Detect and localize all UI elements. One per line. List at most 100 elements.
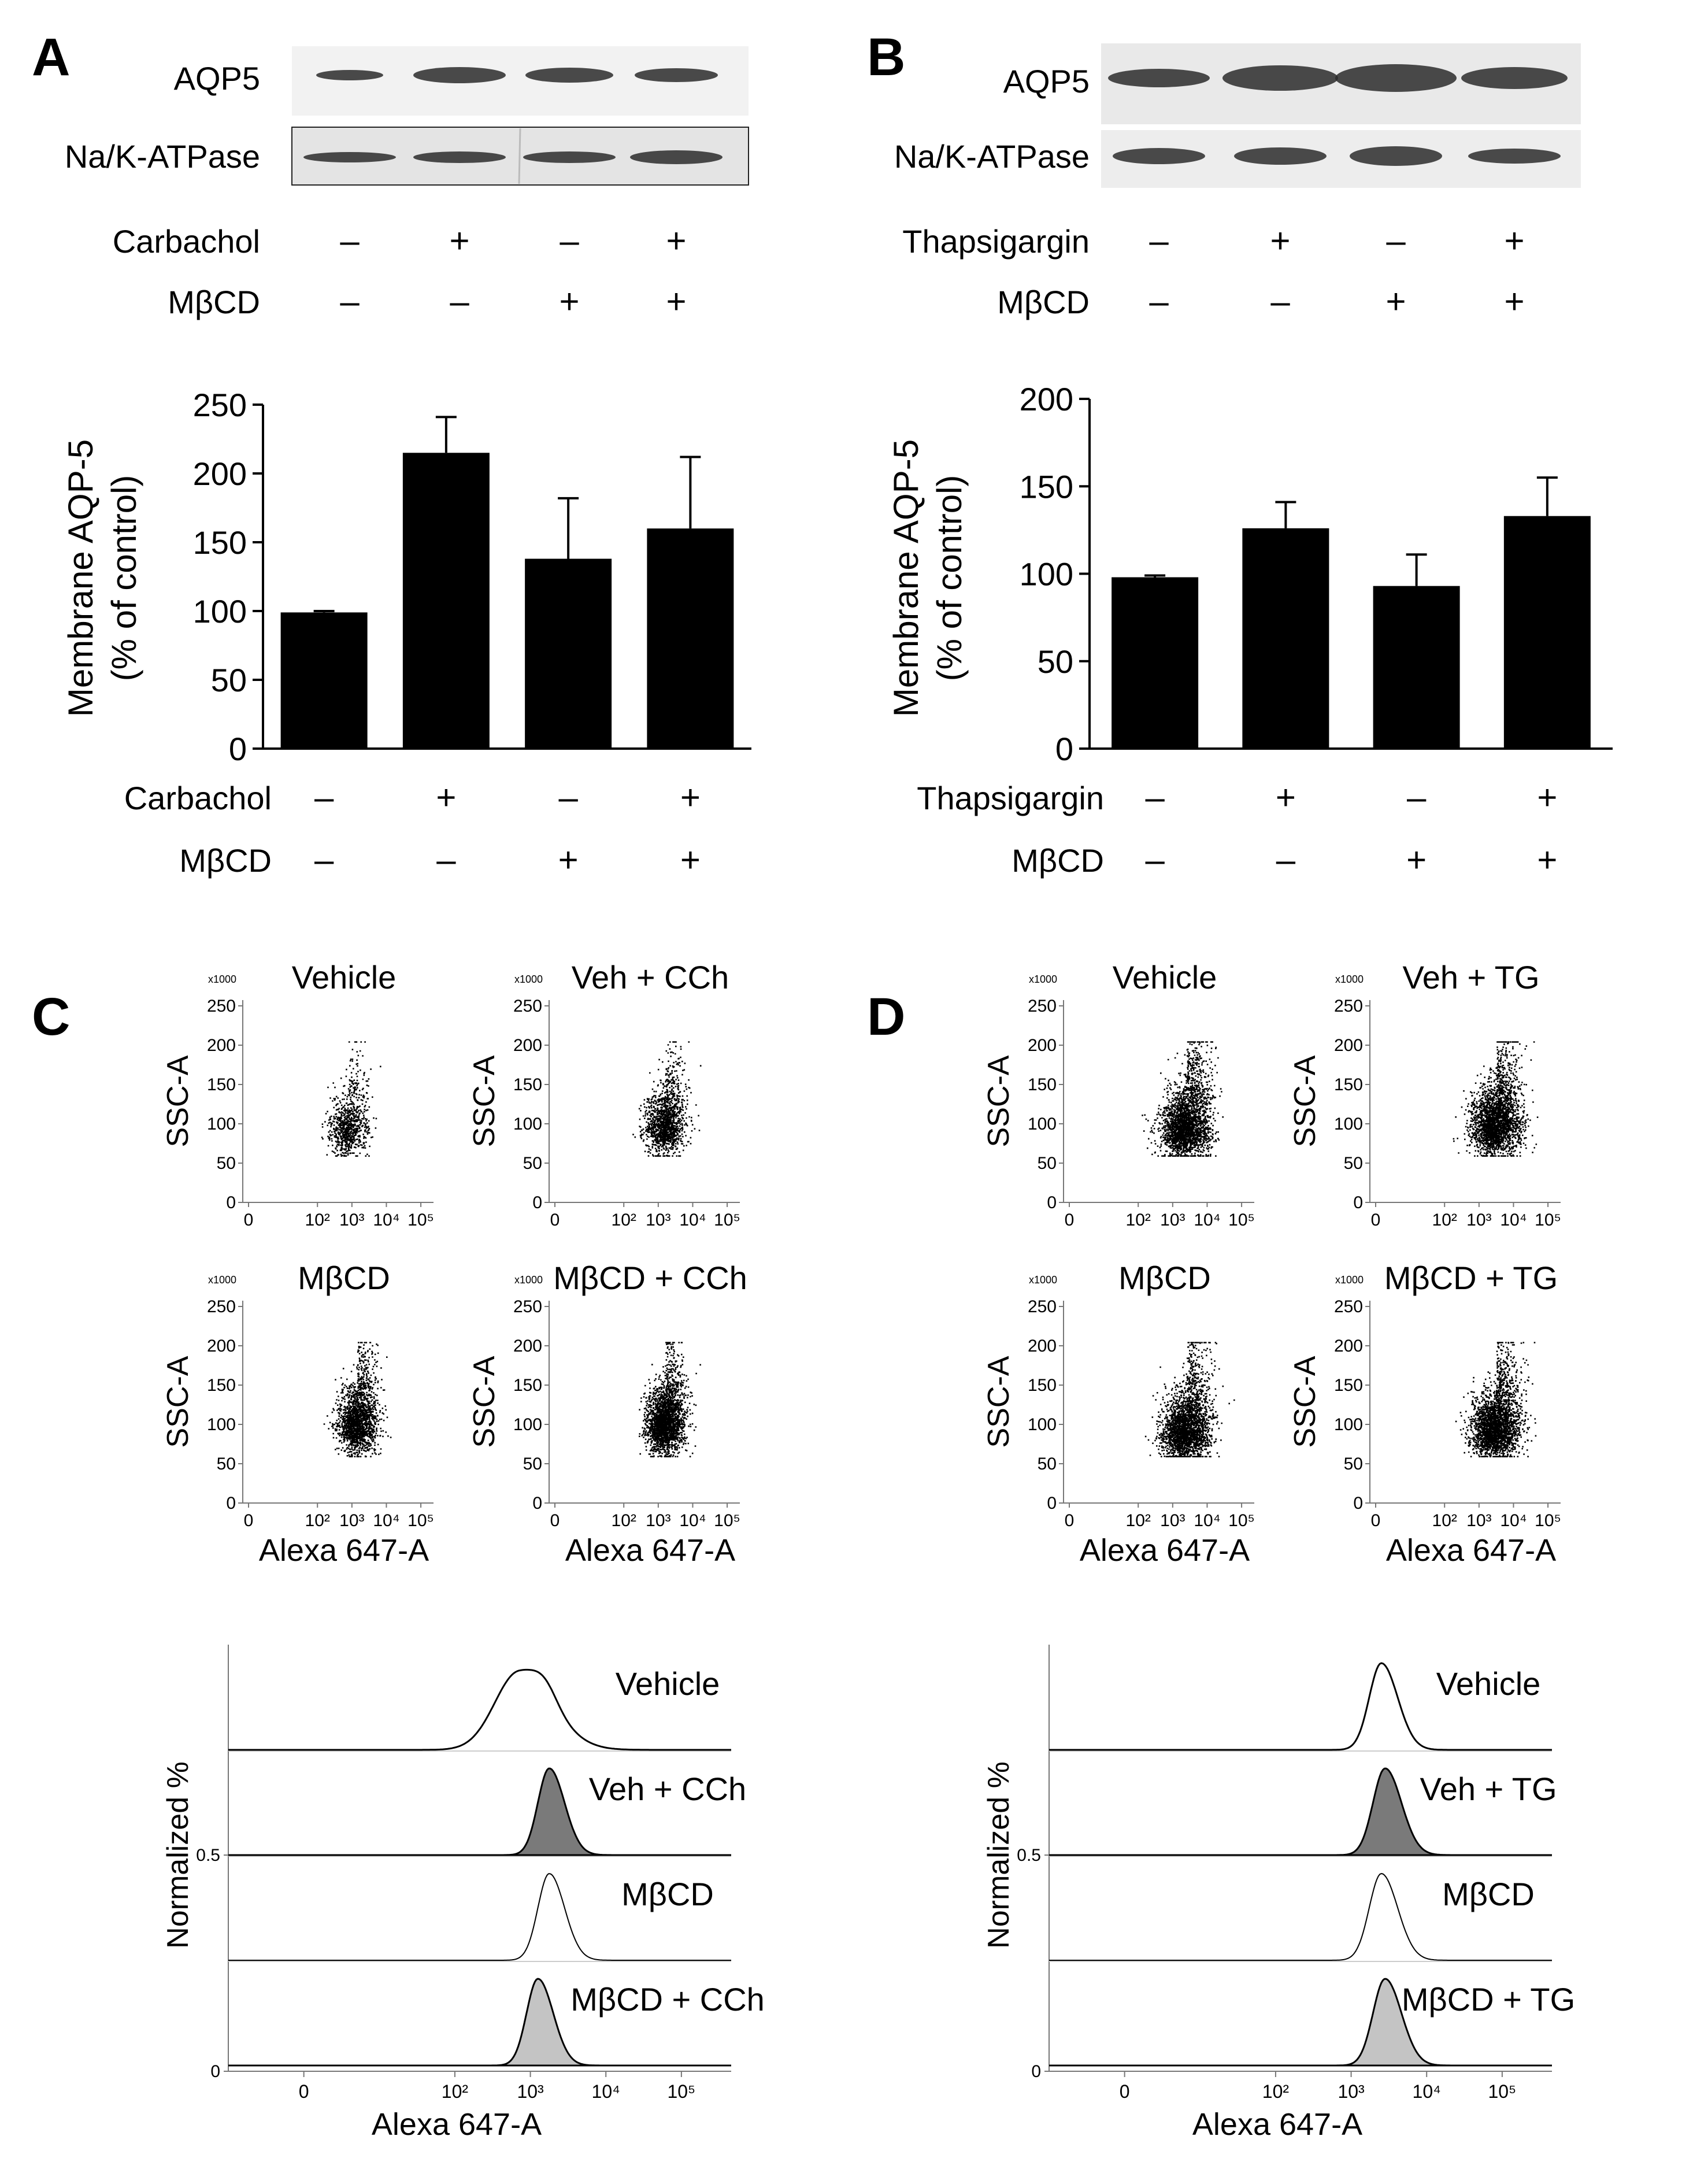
- x-tick-label: 10²: [305, 1211, 330, 1230]
- histogram-trace: [1049, 1767, 1552, 1856]
- y-tick-label: 200: [207, 1337, 236, 1356]
- y-tick-label: 250: [513, 1297, 542, 1316]
- histogram-label: Veh + TG: [1420, 1771, 1557, 1807]
- y-tick-label: 250: [1028, 997, 1057, 1016]
- treatment-sign: –: [314, 841, 334, 879]
- treatment-sign: –: [560, 221, 579, 260]
- y-axis-label: SSC-A: [982, 1356, 1016, 1448]
- blot-row-label-atpase: Na/K-ATPase: [65, 138, 260, 175]
- y-tick-label: 150: [1020, 468, 1073, 505]
- y-multiplier: x1000: [208, 1274, 236, 1286]
- dot-plot: MβCD + TG x1000 SSC-A 0 50 100 150 200 250 0 10² 10…: [1288, 1260, 1561, 1568]
- blot-row-label-aqp5: AQP5: [174, 60, 260, 97]
- treatment-sign: +: [680, 778, 701, 817]
- bar: [402, 453, 490, 749]
- x-tick-label: 10⁴: [1194, 1511, 1220, 1530]
- y-tick-label: 250: [513, 997, 542, 1016]
- y-axis-label: Normalized %: [161, 1761, 195, 1949]
- blot-b: AQP5 Na/K-ATPase Thapsigargin MβCD – + – + –…: [894, 43, 1581, 321]
- y-tick-label: 100: [513, 1415, 542, 1434]
- dot-plot-title: MβCD: [1118, 1260, 1211, 1296]
- treatment-sign: +: [1537, 841, 1557, 879]
- blot-band-atpase: [413, 151, 506, 163]
- x-tick-label: 0: [1371, 1211, 1381, 1230]
- y-axis-label: Membrane AQP-5: [887, 439, 925, 717]
- dot-plot-title: MβCD + CCh: [553, 1260, 747, 1296]
- treatment-sign: +: [559, 282, 579, 321]
- treatment-sign: +: [1276, 778, 1296, 817]
- y-tick-label: 50: [211, 662, 247, 698]
- x-tick-label: 10²: [1262, 2081, 1290, 2102]
- x-tick-label: 10²: [442, 2081, 469, 2102]
- y-axis-label: Normalized %: [982, 1761, 1016, 1949]
- y-tick-label: 100: [513, 1115, 542, 1134]
- dot-cloud: [639, 1342, 701, 1457]
- treatment-label: Thapsigargin: [902, 223, 1090, 260]
- x-tick-label: 10⁵: [1228, 1211, 1255, 1230]
- y-tick-label: 200: [513, 1337, 542, 1356]
- histogram-label: MβCD: [621, 1876, 714, 1912]
- x-tick-label: 10²: [1432, 1511, 1457, 1530]
- x-tick-label: 10⁴: [1500, 1211, 1527, 1230]
- y-tick-label: 50: [1344, 1454, 1363, 1474]
- y-tick-label: 200: [1028, 1337, 1057, 1356]
- y-tick-label: 50: [1344, 1154, 1363, 1173]
- y-tick-label: 250: [193, 387, 247, 423]
- x-axis-label: Alexa 647-A: [1192, 2107, 1362, 2142]
- treatment-sign: +: [1406, 841, 1427, 879]
- treatment-sign: +: [558, 841, 579, 879]
- y-tick-label: 0: [226, 1494, 236, 1513]
- y-axis-label: (% of control): [105, 475, 143, 682]
- y-tick-label: 100: [1028, 1415, 1057, 1434]
- dot-plot: Vehicle x1000 SSC-A 0 50 100 150 200 250 0 10² 10³ 1…: [982, 959, 1255, 1230]
- histogram-label: MβCD + TG: [1402, 1981, 1575, 2018]
- x-tick-label: 0: [1065, 1211, 1075, 1230]
- y-tick-label: 150: [1334, 1376, 1363, 1395]
- blot-band-aqp5: [1108, 69, 1210, 87]
- x-tick-label: 10³: [1466, 1511, 1491, 1530]
- histogram-stack: Normalized % 0.5 0 0 10² 10³ 10⁴ 10⁵ Alexa 647-A…: [161, 1645, 765, 2142]
- histogram-trace: [1049, 1662, 1552, 1751]
- x-tick-label: 10³: [646, 1211, 670, 1230]
- y-tick-label: 200: [1028, 1036, 1057, 1055]
- dot-cloud: [1455, 1342, 1537, 1457]
- y-tick-label: 0: [1353, 1494, 1363, 1513]
- histogram-trace: [228, 1668, 731, 1751]
- x-tick-label: 10⁵: [407, 1211, 434, 1230]
- y-tick-label: 250: [1028, 1297, 1057, 1316]
- y-axis-label: SSC-A: [1288, 1055, 1322, 1147]
- histogram-label: Vehicle: [616, 1665, 720, 1702]
- blot-bands-a: [303, 67, 723, 164]
- y-tick-label: 150: [207, 1376, 236, 1395]
- bar: [647, 528, 734, 749]
- treatment-label: MβCD: [168, 284, 260, 320]
- histogram-label: Vehicle: [1436, 1665, 1541, 1702]
- treatment-sign: –: [1270, 282, 1290, 321]
- bar-chart-a: Membrane AQP-5 (% of control) 0 50 100 150 2…: [61, 387, 751, 879]
- dot-plot: Veh + TG x1000 SSC-A 0 50 100 150 200 250 0 10² 10³…: [1288, 959, 1561, 1230]
- x-tick-label: 10³: [1338, 2081, 1365, 2102]
- treatment-sign: –: [1145, 841, 1165, 879]
- treatment-sign: +: [1537, 778, 1557, 817]
- treatment-sign: +: [436, 778, 456, 817]
- treatment-sign: –: [340, 282, 360, 321]
- blot-band-aqp5: [525, 68, 613, 83]
- blot-band-aqp5: [413, 67, 506, 83]
- treatment-sign: –: [1407, 778, 1427, 817]
- histogram-stack: Normalized % 0.5 0 0 10² 10³ 10⁴ 10⁵ Alexa 647-A…: [982, 1645, 1575, 2142]
- blot-a: AQP5 Na/K-ATPase Carbachol MβCD – + – + – – + +: [65, 46, 749, 321]
- x-tick-label: 0: [550, 1511, 560, 1530]
- y-tick-label: 100: [207, 1115, 236, 1134]
- dot-plot-title: Vehicle: [292, 959, 397, 995]
- bar: [280, 612, 368, 749]
- y-tick-label: 50: [217, 1154, 236, 1173]
- y-tick-label: 0: [229, 731, 247, 767]
- dot-cloud: [1142, 1041, 1224, 1157]
- dot-cloud: [321, 1041, 381, 1157]
- x-tick-label: 0: [1120, 2081, 1130, 2102]
- blot-band-atpase: [303, 152, 396, 162]
- x-tick-label: 10⁵: [714, 1211, 740, 1230]
- x-tick-label: 10²: [1126, 1511, 1151, 1530]
- treatment-sign: –: [1386, 221, 1406, 260]
- blot-band-atpase: [1468, 149, 1561, 164]
